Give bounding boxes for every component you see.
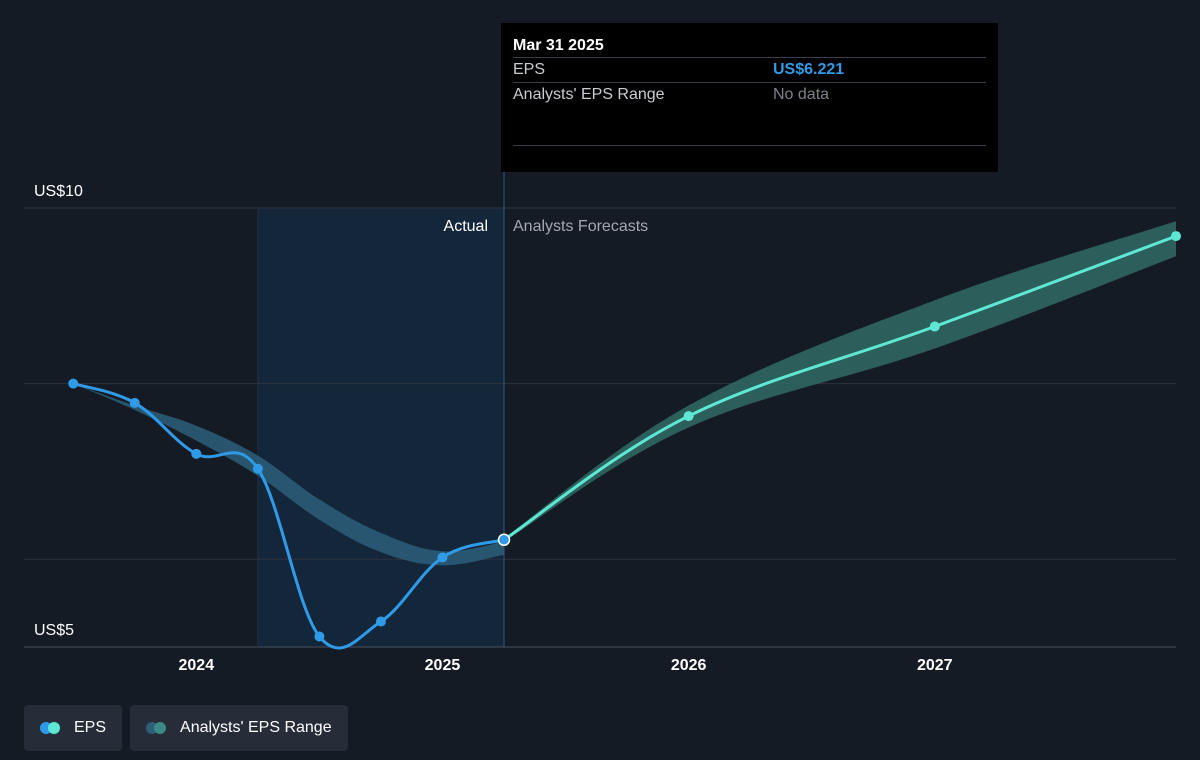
eps-range-legend-icon bbox=[146, 722, 170, 734]
chart-legend: EPS Analysts' EPS Range bbox=[24, 705, 348, 751]
eps-points bbox=[68, 231, 1181, 642]
actual-label: Actual bbox=[444, 218, 488, 235]
legend-eps-range[interactable]: Analysts' EPS Range bbox=[130, 705, 348, 751]
x-tick-label: 2025 bbox=[425, 657, 461, 674]
x-tick-label: 2024 bbox=[179, 657, 215, 674]
actual-eps-point bbox=[191, 448, 202, 459]
tooltip-divider bbox=[513, 145, 986, 146]
y-tick-label: US$10 bbox=[34, 183, 83, 200]
legend-eps-label: EPS bbox=[74, 719, 107, 736]
forecast-eps-line bbox=[502, 234, 1178, 542]
legend-eps-range-label: Analysts' EPS Range bbox=[180, 719, 332, 736]
x-axis-labels: 2024 2025 2026 2027 bbox=[179, 657, 953, 674]
y-tick-label: US$5 bbox=[34, 622, 74, 639]
forecast-eps-point bbox=[929, 321, 940, 332]
actual-eps-point bbox=[437, 552, 448, 563]
y-axis-labels: US$10 US$5 bbox=[34, 183, 83, 639]
forecast-label: Analysts Forecasts bbox=[513, 218, 648, 235]
tooltip-date: Mar 31 2025 bbox=[513, 37, 604, 54]
actual-eps-point bbox=[129, 397, 140, 408]
tooltip-eps-label: EPS bbox=[513, 61, 546, 78]
x-tick-label: 2026 bbox=[671, 657, 707, 674]
legend-eps-dot-forecast bbox=[48, 722, 60, 734]
actual-eps-line bbox=[71, 382, 506, 650]
eps-tooltip: Mar 31 2025 EPS US$6.221 Analysts' EPS R… bbox=[501, 23, 998, 172]
gridlines bbox=[24, 207, 1176, 648]
actual-period-highlight bbox=[257, 208, 504, 647]
actual-eps-point bbox=[314, 631, 325, 642]
actual-eps-point bbox=[375, 616, 386, 627]
tooltip-range-value: No data bbox=[773, 86, 830, 103]
tooltip-eps-value: US$6.221 bbox=[773, 61, 845, 78]
eps-chart: US$10 US$5 2024 2025 2026 2027 Actual Analys… bbox=[24, 172, 1181, 674]
eps-range-bands bbox=[73, 221, 1176, 566]
forecast-eps-point bbox=[683, 411, 694, 422]
tooltip-range-label: Analysts' EPS Range bbox=[513, 86, 665, 103]
legend-range-dot-forecast bbox=[154, 722, 167, 734]
eps-lines bbox=[71, 234, 1178, 650]
actual-eps-point bbox=[252, 463, 263, 474]
current-eps-point bbox=[497, 533, 511, 547]
forecast-range-band bbox=[504, 221, 1176, 542]
x-tick-label: 2027 bbox=[917, 657, 953, 674]
eps-legend-icon bbox=[40, 722, 64, 734]
legend-eps[interactable]: EPS bbox=[24, 705, 123, 751]
tooltip-eps-row: EPS US$6.221 bbox=[513, 57, 986, 82]
tooltip-range-row: Analysts' EPS Range No data bbox=[513, 82, 986, 107]
forecast-eps-point bbox=[1171, 231, 1181, 242]
actual-eps-point bbox=[68, 378, 79, 389]
actual-range-band bbox=[73, 383, 504, 566]
